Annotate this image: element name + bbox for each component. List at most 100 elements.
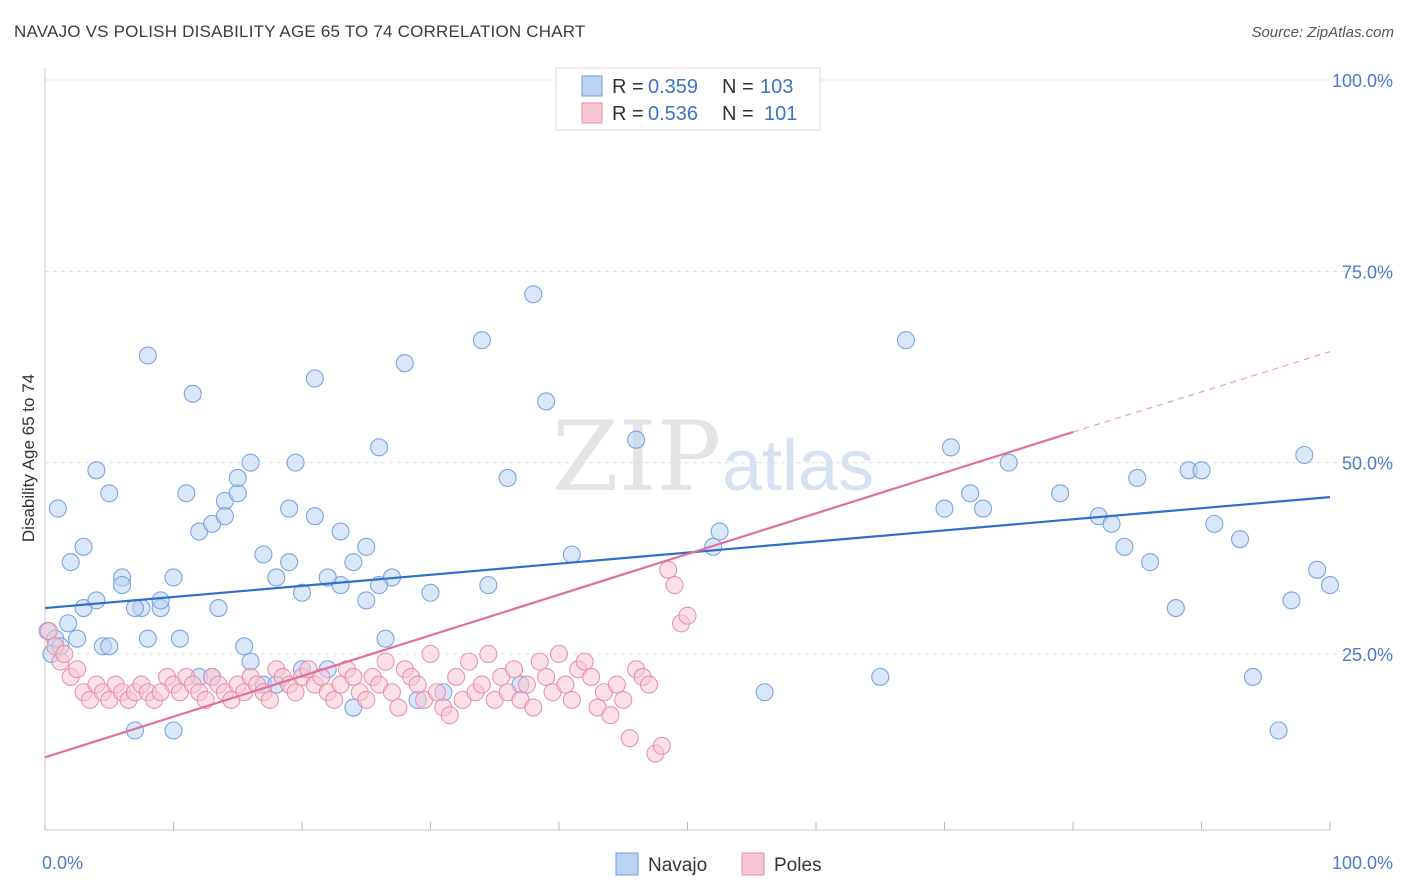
point-poles	[459, 652, 479, 671]
point-navajo	[267, 568, 286, 587]
point-poles	[286, 683, 305, 702]
point-poles	[537, 667, 556, 686]
chart-source: Source: ZipAtlas.com	[1251, 24, 1394, 41]
point-poles	[325, 690, 344, 709]
point-navajo	[376, 629, 395, 648]
grid	[45, 79, 1395, 655]
point-poles	[562, 690, 581, 709]
point-navajo	[1295, 445, 1314, 465]
point-poles	[472, 675, 491, 694]
point-navajo	[973, 499, 993, 518]
point-navajo	[87, 591, 106, 610]
point-navajo	[48, 499, 67, 518]
point-navajo	[151, 591, 170, 610]
point-navajo	[100, 484, 119, 503]
point-poles	[652, 736, 671, 755]
point-navajo	[318, 568, 337, 587]
trend-lines	[44, 351, 1331, 759]
trend-line-poles-extension	[1072, 351, 1331, 433]
point-navajo	[254, 545, 273, 564]
point-navajo	[896, 331, 916, 350]
point-navajo	[562, 545, 581, 564]
point-navajo	[170, 629, 189, 648]
point-navajo	[228, 484, 247, 503]
point-navajo	[479, 576, 498, 595]
point-navajo	[331, 522, 350, 541]
point-navajo	[100, 637, 119, 656]
point-poles	[440, 706, 459, 725]
point-navajo	[395, 354, 414, 373]
point-navajo	[280, 553, 299, 572]
legend-n-label-poles: N =	[722, 103, 754, 125]
point-poles	[556, 675, 575, 694]
point-poles	[614, 690, 633, 709]
point-poles	[530, 652, 549, 671]
point-navajo	[241, 652, 260, 671]
y-axis-title: Disability Age 65 to 74	[19, 374, 38, 542]
point-navajo	[999, 453, 1018, 472]
trend-line-poles	[44, 430, 1074, 759]
point-navajo	[215, 507, 234, 526]
point-navajo	[286, 453, 305, 472]
x-tick-label-min: 0.0%	[42, 853, 83, 873]
point-poles	[607, 675, 626, 694]
bottom-legend-navajo: Navajo	[648, 855, 707, 876]
point-poles	[344, 667, 363, 686]
point-poles	[659, 560, 678, 579]
point-navajo	[357, 537, 376, 556]
point-navajo	[1320, 576, 1340, 595]
point-poles	[524, 698, 543, 717]
point-navajo	[1115, 537, 1134, 556]
point-navajo	[537, 392, 556, 411]
point-poles	[517, 675, 536, 694]
point-poles	[678, 606, 697, 625]
point-navajo	[1128, 468, 1147, 488]
legend-r-label-navajo: R =	[612, 76, 644, 98]
point-poles	[639, 675, 659, 694]
point-navajo	[1102, 514, 1121, 533]
legend-n-value-poles: 101	[764, 103, 797, 125]
point-navajo	[472, 331, 491, 350]
point-poles	[39, 621, 58, 641]
legend-swatch-navajo	[581, 75, 603, 97]
point-poles	[582, 667, 601, 686]
point-navajo	[1051, 484, 1070, 503]
point-navajo	[164, 721, 183, 740]
point-navajo	[228, 468, 247, 488]
point-poles	[427, 683, 446, 702]
point-navajo	[1269, 721, 1288, 740]
legend-r-label-poles: R =	[612, 103, 644, 125]
watermark-zip: ZIP	[552, 401, 721, 513]
point-navajo	[370, 576, 389, 595]
point-navajo	[87, 461, 106, 480]
point-navajo	[1243, 667, 1262, 686]
point-poles	[504, 660, 524, 679]
point-navajo	[627, 430, 646, 449]
top-legend: R = 0.359 N = 103 R = 0.536 N = 101	[555, 67, 821, 131]
point-navajo	[370, 438, 389, 457]
point-navajo	[1141, 553, 1160, 572]
point-navajo	[1166, 599, 1185, 618]
point-navajo	[59, 614, 78, 633]
bottom-legend-swatch-poles	[741, 852, 765, 876]
point-poles	[68, 660, 87, 679]
point-navajo	[941, 438, 960, 457]
trend-line-navajo	[44, 495, 1331, 610]
x-tick-label-max: 100.0%	[1332, 853, 1393, 873]
y-tick-label: 75.0%	[1342, 262, 1393, 282]
point-navajo	[113, 576, 132, 595]
point-navajo	[138, 629, 157, 648]
point-poles	[549, 644, 569, 664]
point-poles	[421, 644, 440, 664]
point-poles	[447, 667, 466, 686]
watermark-atlas: atlas	[722, 426, 874, 506]
point-poles	[575, 652, 594, 671]
point-navajo	[1192, 461, 1211, 480]
point-navajo	[241, 453, 260, 472]
point-navajo	[74, 537, 93, 556]
point-navajo	[421, 583, 440, 602]
point-navajo	[61, 553, 80, 572]
point-navajo	[755, 683, 774, 702]
legend-r-value-navajo: 0.359	[648, 76, 698, 98]
point-navajo	[1308, 560, 1327, 579]
